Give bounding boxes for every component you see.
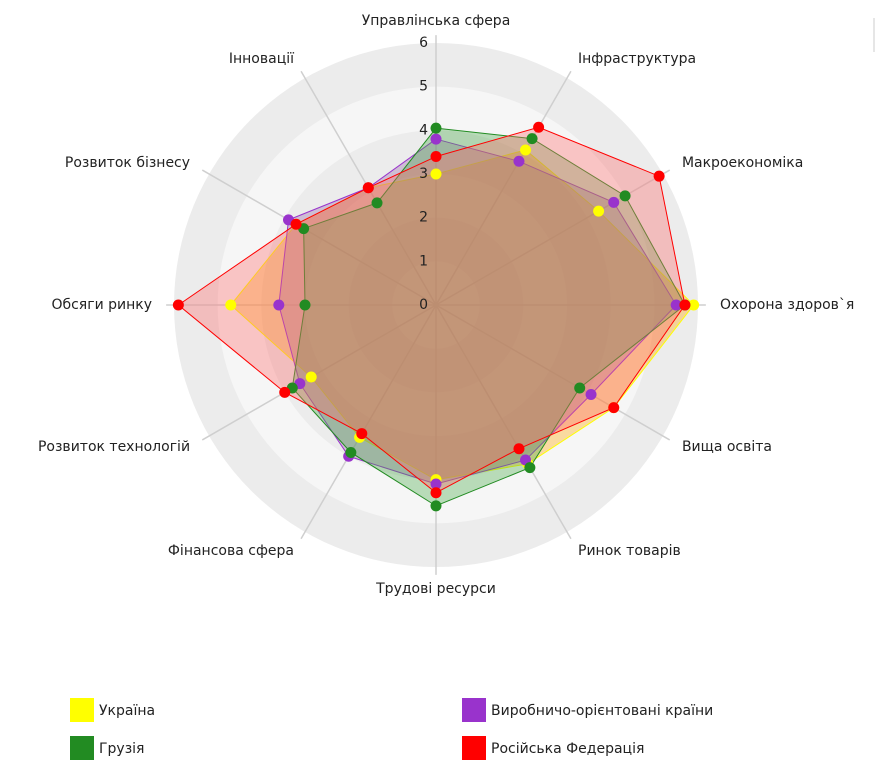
- r-tick-label: 5: [419, 79, 428, 95]
- category-label: Обсяги ринку: [51, 297, 152, 313]
- data-point: [585, 389, 597, 401]
- category-label: Вища освіта: [682, 439, 772, 455]
- data-point: [430, 478, 442, 490]
- data-point: [670, 299, 682, 311]
- data-point: [653, 170, 665, 182]
- data-point: [299, 299, 311, 311]
- category-label: Макроекономіка: [682, 155, 803, 171]
- legend-label: Виробничо-орієнтовані країни: [491, 703, 713, 719]
- legend-swatch: [70, 736, 94, 760]
- data-point: [593, 205, 605, 217]
- category-label: Розвиток технологій: [38, 439, 190, 455]
- category-label: Інфраструктура: [578, 51, 696, 67]
- axis-line: [435, 70, 572, 306]
- legend-swatch: [462, 736, 486, 760]
- data-point: [430, 133, 442, 145]
- category-label: Фінансова сфера: [168, 543, 294, 559]
- data-point: [290, 218, 302, 230]
- category-label: Розвиток бізнесу: [65, 155, 190, 171]
- data-point: [688, 299, 700, 311]
- r-tick-label: 3: [419, 166, 428, 182]
- legend-label: Грузія: [99, 741, 144, 757]
- data-point: [273, 299, 285, 311]
- data-point: [679, 299, 691, 311]
- data-point: [371, 197, 383, 209]
- r-tick-label: 6: [419, 35, 428, 51]
- data-point: [513, 155, 525, 167]
- data-point: [524, 462, 536, 474]
- legend-swatch: [462, 698, 486, 722]
- category-label: Управлінська сфера: [362, 13, 511, 29]
- category-label: Інновації: [229, 51, 294, 67]
- axis-line: [435, 304, 572, 540]
- data-point: [430, 151, 442, 163]
- r-tick-label: 2: [419, 210, 428, 226]
- r-tick-label: 1: [419, 253, 428, 269]
- legend-label: Україна: [99, 703, 155, 719]
- data-point: [608, 402, 620, 414]
- data-point: [520, 144, 532, 156]
- data-point: [574, 382, 586, 394]
- axis-line: [435, 304, 671, 441]
- data-point: [305, 371, 317, 383]
- data-point: [430, 500, 442, 512]
- data-point: [608, 196, 620, 208]
- category-label: Ринок товарів: [578, 543, 681, 559]
- data-point: [430, 122, 442, 134]
- legend-swatch: [70, 698, 94, 722]
- axis-line: [300, 304, 437, 540]
- data-point: [513, 443, 525, 455]
- axis-line: [435, 169, 671, 306]
- axis-line: [201, 304, 437, 441]
- legend-label: Російська Федерація: [491, 741, 644, 757]
- data-point: [526, 133, 538, 145]
- data-point: [430, 168, 442, 180]
- data-point: [225, 299, 237, 311]
- data-point: [172, 299, 184, 311]
- axis-line: [201, 169, 437, 306]
- data-point: [279, 386, 291, 398]
- r-tick-label: 4: [419, 122, 428, 138]
- data-point: [356, 428, 368, 440]
- data-point: [619, 190, 631, 202]
- category-label: Охорона здоров`я: [720, 297, 854, 313]
- data-point: [430, 487, 442, 499]
- data-point: [345, 446, 357, 458]
- category-label: Трудові ресурси: [375, 581, 496, 597]
- data-point: [362, 182, 374, 194]
- data-point: [533, 121, 545, 133]
- r-tick-label: 0: [419, 297, 428, 313]
